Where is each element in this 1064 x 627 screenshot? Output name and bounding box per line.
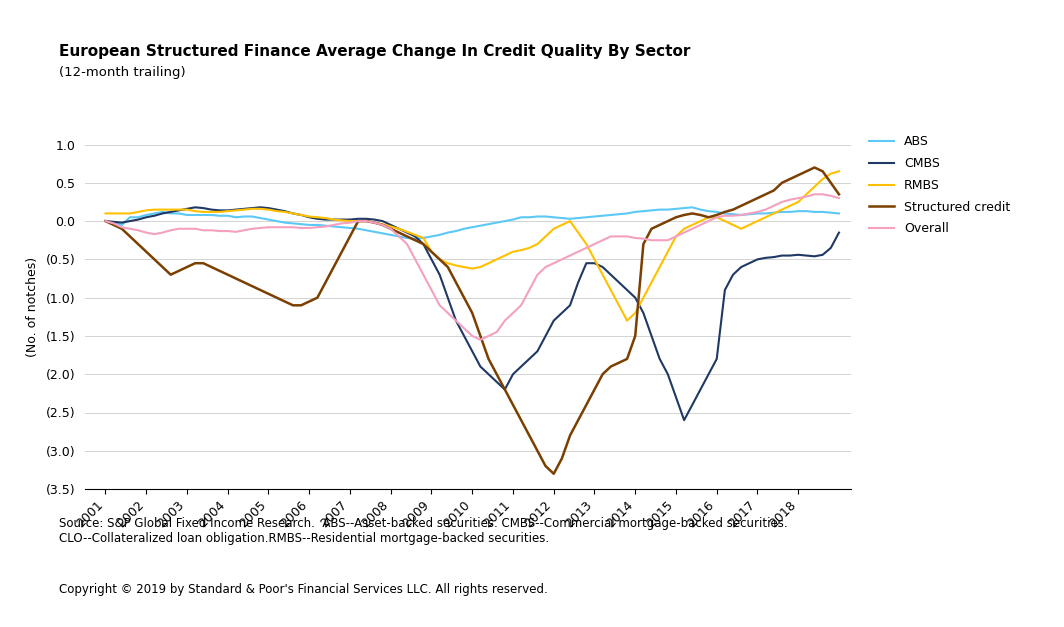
Structured credit (825, 179, 837, 187)
ABS (735, 211, 748, 219)
Line: Structured credit: Structured credit (105, 167, 839, 474)
RMBS (620, 317, 633, 324)
Overall (531, 271, 544, 278)
Structured credit (809, 164, 821, 171)
RMBS (727, 221, 739, 229)
RMBS (825, 170, 837, 177)
ABS (531, 213, 544, 220)
Y-axis label: (No. of notches): (No. of notches) (26, 257, 38, 357)
ABS (833, 209, 846, 217)
ABS (270, 218, 283, 225)
Structured credit (270, 294, 283, 302)
Overall (270, 223, 283, 231)
Structured credit (188, 260, 201, 267)
ABS (99, 218, 112, 225)
Overall (286, 223, 299, 231)
CMBS (678, 416, 691, 424)
Text: Copyright © 2019 by Standard & Poor's Financial Services LLC. All rights reserve: Copyright © 2019 by Standard & Poor's Fi… (59, 583, 547, 596)
Structured credit (99, 218, 112, 225)
RMBS (99, 209, 112, 217)
ABS (286, 219, 299, 227)
Text: European Structured Finance Average Change In Credit Quality By Sector: European Structured Finance Average Chan… (59, 44, 689, 59)
ABS (825, 209, 837, 216)
Structured credit (522, 432, 535, 440)
CMBS (99, 218, 112, 225)
Line: RMBS: RMBS (105, 171, 839, 320)
RMBS (270, 208, 283, 215)
CMBS (197, 204, 210, 212)
Structured credit (286, 302, 299, 309)
Text: Source: S&P Global Fixed Income Research.  ABS--Asset-backed securities. CMBS--C: Source: S&P Global Fixed Income Research… (59, 517, 787, 545)
Structured credit (833, 191, 846, 198)
Legend: ABS, CMBS, RMBS, Structured credit, Overall: ABS, CMBS, RMBS, Structured credit, Over… (865, 132, 1014, 239)
Overall (809, 191, 821, 198)
CMBS (279, 208, 292, 215)
Overall (825, 192, 837, 199)
Overall (727, 212, 739, 219)
Structured credit (547, 470, 560, 478)
CMBS (188, 204, 201, 211)
RMBS (833, 167, 846, 175)
ABS (409, 235, 421, 243)
CMBS (825, 244, 837, 251)
CMBS (531, 347, 544, 355)
RMBS (816, 175, 829, 182)
RMBS (286, 209, 299, 217)
CMBS (735, 263, 748, 271)
Overall (473, 336, 486, 344)
Line: CMBS: CMBS (105, 208, 839, 420)
Line: ABS: ABS (105, 208, 839, 239)
CMBS (295, 211, 307, 219)
RMBS (188, 208, 201, 215)
ABS (188, 211, 201, 219)
Text: (12-month trailing): (12-month trailing) (59, 66, 185, 79)
Line: Overall: Overall (105, 194, 839, 340)
Overall (99, 218, 112, 225)
ABS (686, 204, 699, 211)
Overall (833, 194, 846, 202)
Overall (188, 225, 201, 233)
CMBS (833, 229, 846, 236)
Structured credit (727, 206, 739, 213)
